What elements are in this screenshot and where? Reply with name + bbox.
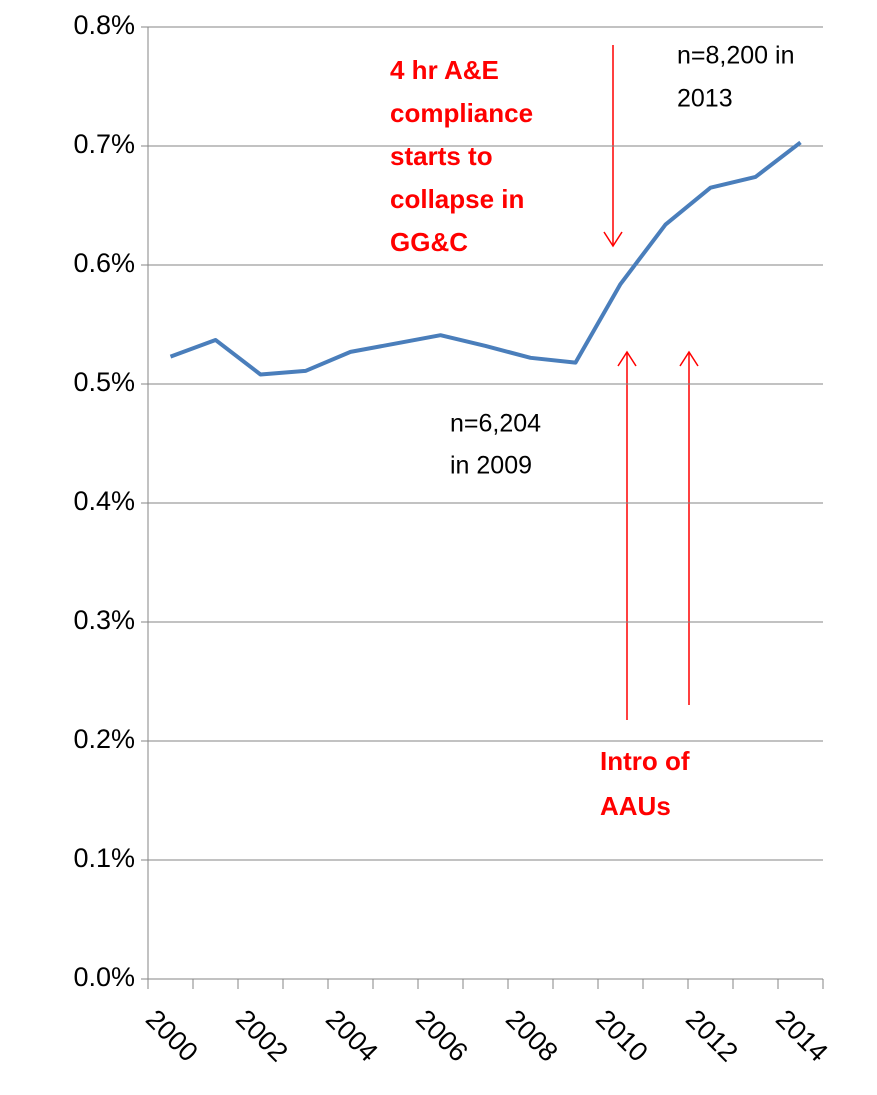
- x-tick-label: 2012: [680, 1004, 744, 1068]
- x-tick-label: 2006: [410, 1004, 474, 1068]
- x-tick-label: 2004: [320, 1004, 384, 1068]
- x-tick-label: 2010: [590, 1004, 654, 1068]
- annotation: collapse in: [390, 184, 524, 214]
- annotation: compliance: [390, 98, 533, 128]
- y-tick-label: 0.1%: [73, 843, 135, 873]
- annotation: GG&C: [390, 227, 468, 257]
- y-tick-label: 0.0%: [73, 962, 135, 992]
- y-tick-label: 0.4%: [73, 486, 135, 516]
- y-tick-label: 0.6%: [73, 248, 135, 278]
- annotation: 4 hr A&E: [390, 55, 499, 85]
- annotation: n=8,200 in: [677, 42, 794, 70]
- annotation: n=6,204: [450, 410, 541, 438]
- x-tick-label: 2008: [500, 1004, 564, 1068]
- data-line: [169, 140, 802, 377]
- annotation: in 2009: [450, 452, 532, 480]
- x-tick-label: 2014: [770, 1004, 834, 1068]
- x-tick-label: 2000: [140, 1004, 204, 1068]
- annotation: AAUs: [600, 791, 671, 821]
- annotation: Intro of: [600, 746, 690, 776]
- annotation: starts to: [390, 141, 493, 171]
- x-tick-label: 2002: [230, 1004, 294, 1068]
- arrows: [603, 45, 699, 720]
- y-tick-label: 0.2%: [73, 724, 135, 754]
- y-tick-label: 0.7%: [73, 129, 135, 159]
- y-tick-label: 0.5%: [73, 367, 135, 397]
- y-tick-label: 0.3%: [73, 605, 135, 635]
- annotation: 2013: [677, 85, 733, 113]
- y-tick-label: 0.8%: [73, 10, 135, 40]
